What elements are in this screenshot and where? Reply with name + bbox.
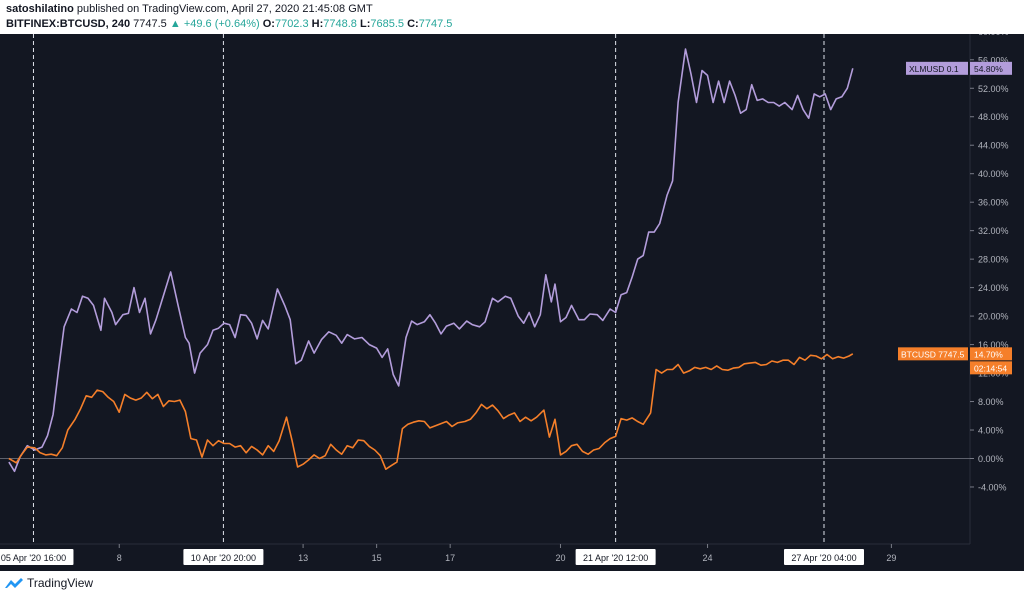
y-tick-label: 4.00% xyxy=(978,426,1004,436)
low-label: L: xyxy=(360,18,371,30)
bar-countdown-tag xyxy=(970,361,1012,375)
published-text: published on TradingView.com, April 27, … xyxy=(76,3,373,15)
open-label: O: xyxy=(262,18,275,30)
y-tick-label: 48.00% xyxy=(978,112,1009,122)
x-tick-box xyxy=(0,549,74,565)
series-value-tag xyxy=(970,61,1012,75)
last-price: 7747.5 xyxy=(133,18,167,30)
series-name-label: XLMUSD 0.1 xyxy=(909,64,959,74)
x-tick-label: 17 xyxy=(445,553,455,563)
tradingview-brand[interactable]: TradingView xyxy=(4,576,93,590)
chart-footer: TradingView xyxy=(0,571,1024,597)
x-tick-label: 21 Apr '20 12:00 xyxy=(583,553,648,563)
y-tick-label: 16.00% xyxy=(978,340,1009,350)
x-tick-label: 05 Apr '20 16:00 xyxy=(1,553,66,563)
symbol-info: BITFINEX:BTCUSD, 240 7747.5 ▲ +49.6 (+0.… xyxy=(6,18,452,30)
x-tick-label: 24 xyxy=(703,553,713,563)
series-name-tag xyxy=(898,347,968,361)
series-line-btcusd[interactable] xyxy=(8,353,854,471)
price-change: +49.6 (+0.64%) xyxy=(183,18,260,30)
x-tick-label: 27 Apr '20 04:00 xyxy=(791,553,856,563)
y-tick-label: 36.00% xyxy=(978,198,1009,208)
y-tick-label: 28.00% xyxy=(978,255,1009,265)
series-value-label: 14.70% xyxy=(974,349,1003,359)
y-tick-label: 0.00% xyxy=(978,454,1004,464)
chart-header: satoshilatino published on TradingView.c… xyxy=(0,0,1024,34)
x-tick-label: 20 xyxy=(555,553,565,563)
x-tick-label: 29 xyxy=(886,553,896,563)
y-tick-label: 20.00% xyxy=(978,312,1009,322)
series-value-tag xyxy=(970,347,1012,361)
x-tick-box xyxy=(183,549,264,565)
x-tick-label: 13 xyxy=(298,553,308,563)
open-value: 7702.3 xyxy=(274,18,309,30)
series-name-label: BTCUSD 7747.5 xyxy=(901,349,965,359)
x-tick-box xyxy=(575,549,656,565)
tradingview-logo-icon xyxy=(5,578,23,588)
y-tick-label: 56.00% xyxy=(978,55,1009,65)
high-label: H: xyxy=(311,18,324,30)
publisher-name[interactable]: satoshilatino xyxy=(6,3,74,15)
symbol-name[interactable]: BITFINEX:BTCUSD, 240 xyxy=(6,18,131,30)
x-tick-label: 15 xyxy=(372,553,382,563)
low-value: 7685.5 xyxy=(370,18,405,30)
series-line-xlmusd[interactable] xyxy=(8,48,854,473)
y-tick-label: 60.00% xyxy=(978,34,1009,37)
brand-name: TradingView xyxy=(27,576,94,590)
x-tick-box xyxy=(783,549,864,565)
y-tick-label: 44.00% xyxy=(978,141,1009,151)
y-tick-label: 24.00% xyxy=(978,283,1009,293)
price-chart[interactable]: 64.00%60.00%56.00%52.00%48.00%44.00%40.0… xyxy=(0,34,1024,571)
publish-info: satoshilatino published on TradingView.c… xyxy=(6,3,373,15)
series-value-label: 54.80% xyxy=(974,64,1003,74)
close-value: 7747.5 xyxy=(418,18,453,30)
change-up-arrow-icon: ▲ xyxy=(169,18,181,30)
y-tick-label: 52.00% xyxy=(978,84,1009,94)
x-tick-label: 10 Apr '20 20:00 xyxy=(191,553,256,563)
bar-countdown-label: 02:14:54 xyxy=(974,363,1007,373)
close-label: C: xyxy=(407,18,419,30)
y-tick-label: 32.00% xyxy=(978,226,1009,236)
x-tick-label: 8 xyxy=(117,553,122,563)
y-tick-label: -4.00% xyxy=(978,482,1007,492)
y-tick-label: 40.00% xyxy=(978,169,1009,179)
high-value: 7748.8 xyxy=(323,18,357,30)
y-tick-label: 8.00% xyxy=(978,397,1004,407)
series-name-tag xyxy=(906,61,968,75)
